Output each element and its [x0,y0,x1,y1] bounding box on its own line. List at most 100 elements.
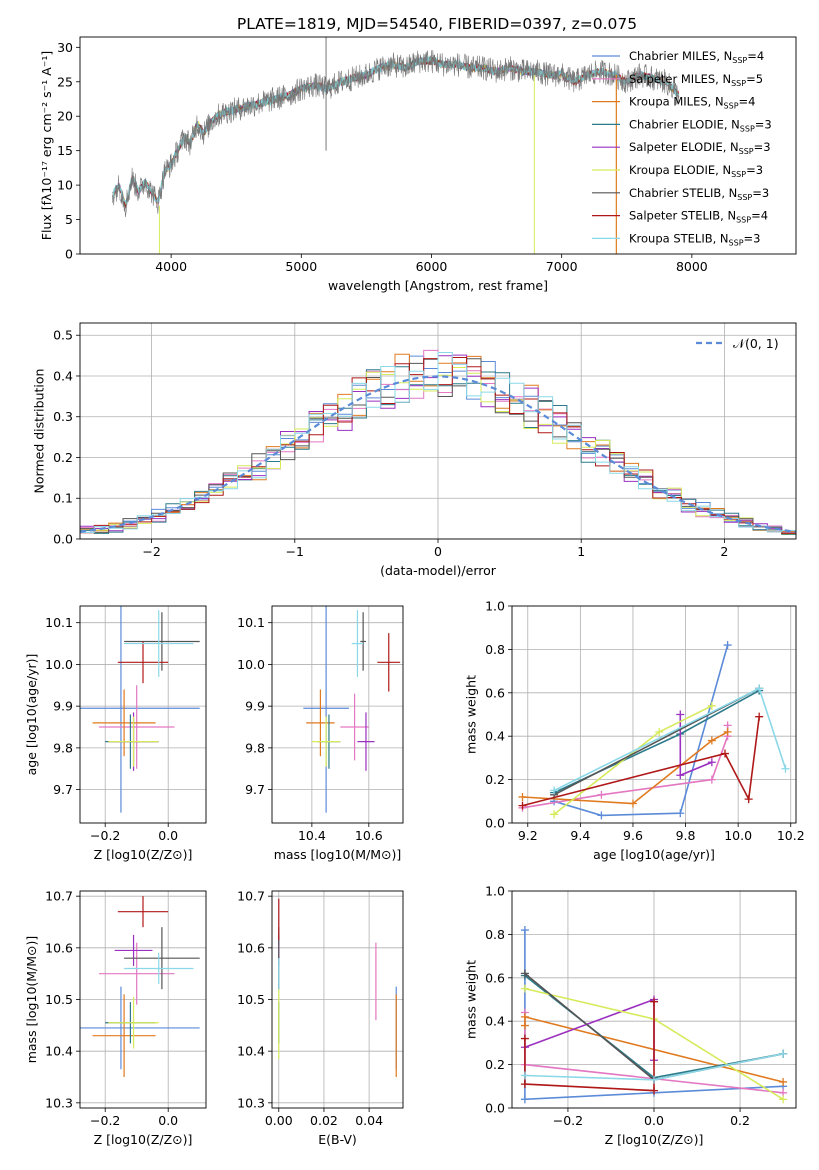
age_vs_Z-plot-area [80,606,206,823]
y-tick-label: 15 [57,143,73,158]
y-tick-label: 10.7 [237,889,265,904]
y-axis-label: mass [log10(M/M⊙)] [24,936,39,1064]
weight-point-marker [707,736,716,745]
y-axis-label: Normed distribution [32,369,47,494]
y-tick-label: 25 [57,74,73,89]
residual-legend: 𝒩(0, 1) [696,336,779,351]
weight-point-marker [779,1049,788,1058]
weight-point-marker [650,1086,658,1095]
x-tick-label: 9.6 [623,828,643,843]
weight-point-marker [520,926,529,935]
weight-point-marker [520,1021,529,1030]
x-tick-label: 9.2 [518,828,538,843]
y-tick-label: 5 [65,212,73,227]
mass_vs_Z-panel: −0.2 0.0 10.3 10.4 10.5 10.6 10.7 Z [log10(Z/Z⊙… [24,889,207,1147]
y-tick-label: 9.9 [245,699,265,714]
weight-point-marker [723,727,732,736]
weight-point-marker [520,1034,529,1043]
age_vs_mass-plot-area [272,606,403,823]
age_vs_mass-panel: 10.4 10.6 9.7 9.8 9.9 10.0 10.1 mass [log10(M/M… [237,605,404,862]
x-tick-label: 4000 [155,259,187,274]
weight-point-marker [520,984,529,993]
y-tick-label: 10.4 [237,1044,265,1059]
y-axis-label: mass weight [464,675,479,754]
legend-label: Kroupa MILES, NSSP=4 [629,95,755,111]
mass_vs_ebv-panel: 0.00 0.02 0.04 10.3 10.4 10.5 10.6 10.7 E(B-V) [237,889,404,1147]
weight-series-line [524,1001,655,1092]
x-tick-label: 1 [577,544,585,559]
x-tick-label: 0.00 [265,1113,293,1128]
weight-point-marker [520,1012,529,1021]
y-tick-label: 0 [65,247,73,262]
legend-label: Salpeter ELODIE, NSSP=3 [629,140,771,156]
spectrum-plot-area [112,37,680,254]
y-tick-label: 10.7 [45,889,73,904]
y-tick-label: 10.1 [45,615,73,630]
weight-point-marker [676,809,685,818]
weight_vs_age-panel: 9.2 9.4 9.6 9.8 10.0 10.2 0.0 0.2 0.4 0.6 0.8 1.0 ag… [464,599,805,863]
y-tick-label: 10.6 [237,940,265,955]
weight-point-marker [707,758,716,767]
mass_vs_Z-plot-area [80,891,206,1108]
y-tick-label: 9.7 [245,782,265,797]
legend-label: Chabrier MILES, NSSP=4 [629,49,764,65]
y-tick-label: 1.0 [485,884,505,899]
weight-series-line [553,644,729,817]
legend-label: Chabrier STELIB, NSSP=3 [629,186,769,202]
y-tick-label: 9.7 [53,782,73,797]
y-tick-label: 9.9 [53,699,73,714]
age_vs_Z-panel: −0.2 0.0 9.7 9.8 9.9 10.0 10.1 Z [log10(Z/Z⊙)] a… [24,605,207,862]
weight-point-marker [781,764,790,773]
x-tick-label: 0.04 [355,1113,383,1128]
y-tick-label: 10.4 [45,1044,73,1059]
observed-spectrum-line [112,50,680,218]
x-tick-label: 0.0 [158,1113,178,1128]
legend-label: Salpeter STELIB, NSSP=4 [629,209,768,225]
y-tick-label: 0.1 [53,491,73,506]
y-tick-label: 0.6 [485,685,505,700]
y-tick-label: 0.4 [485,1014,505,1029]
weight-series-line [522,731,728,805]
legend-label: Salpeter MILES, NSSP=5 [629,72,763,88]
y-tick-label: 0.3 [53,409,73,424]
x-tick-label: −0.2 [90,828,120,843]
y-tick-label: 0.0 [485,816,505,831]
spectrum-legend: Chabrier MILES, NSSP=4 Salpeter MILES, NS… [592,49,772,247]
residuals-panel: −2 −1 0 1 2 0.0 0.1 0.2 0.3 0.4 0.5 (data-model)/er… [32,322,797,578]
weight-point-marker [518,801,527,810]
axes-frame [511,605,797,824]
y-tick-label: 0.8 [485,642,505,657]
y-tick-label: 0.0 [485,1101,505,1116]
y-tick-label: 10.5 [45,992,73,1007]
axes-frame [79,605,207,824]
weight-point-marker [597,811,606,820]
y-tick-label: 10.0 [237,657,265,672]
weight-point-marker [723,641,732,650]
legend-label: Chabrier ELODIE, NSSP=3 [629,117,772,133]
weight_vs_Z-panel: −0.2 0.0 0.2 0.0 0.2 0.4 0.6 0.8 1.0 Z [log10(Z/Z… [464,884,797,1147]
y-tick-label: 10 [57,178,73,193]
legend-label: 𝒩(0, 1) [733,336,779,351]
y-tick-label: 9.8 [53,740,73,755]
axes-frame [79,890,207,1109]
y-tick-label: 0.2 [53,450,73,465]
y-axis-label: age [log10(age/yr)] [24,654,39,776]
x-axis-label: wavelength [Angstrom, rest frame] [328,278,548,293]
weight-point-marker [755,712,764,721]
weight-series-line [524,998,655,1061]
weight-point-marker [779,1077,788,1086]
legend-label: Kroupa ELODIE, NSSP=3 [629,163,763,179]
weight_vs_Z-plot-area [512,891,796,1108]
y-tick-label: 10.5 [237,992,265,1007]
y-tick-label: 0.0 [53,532,73,547]
y-tick-label: 0.2 [485,772,505,787]
x-tick-label: 6000 [416,259,448,274]
y-tick-label: 9.8 [245,740,265,755]
x-axis-label: Z [log10(Z/Z⊙)] [94,847,193,862]
spectrum-panel: 4000 5000 6000 7000 8000 0 5 10 15 20 25 30 waveleng… [39,36,797,293]
axes-frame [271,890,404,1109]
legend-label: Kroupa STELIB, NSSP=3 [629,231,760,247]
y-tick-label: 0.5 [53,328,73,343]
x-axis-label: Z [log10(Z/Z⊙)] [94,1132,193,1147]
y-tick-label: 30 [57,40,73,55]
